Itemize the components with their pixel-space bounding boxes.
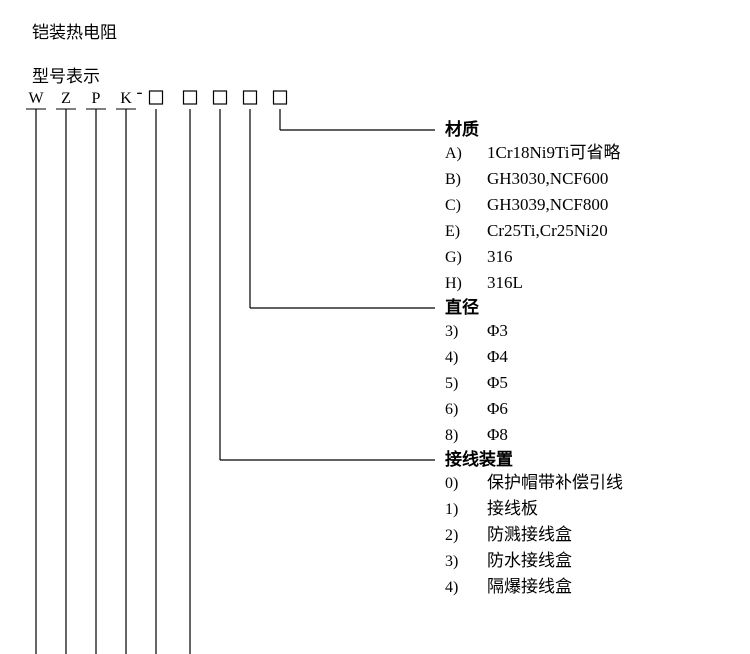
item-key: G) — [445, 249, 462, 266]
code-box — [184, 91, 197, 104]
code-box — [150, 91, 163, 104]
item-key: H) — [445, 275, 462, 292]
item-val: 防水接线盒 — [487, 551, 572, 570]
item-val: 接线板 — [487, 499, 538, 518]
group-title: 接线装置 — [445, 449, 513, 469]
item-val: 保护帽带补偿引线 — [487, 473, 623, 492]
item-val: Cr25Ti,Cr25Ni20 — [487, 221, 608, 240]
code-box — [274, 91, 287, 104]
item-val: 1Cr18Ni9Ti可省略 — [487, 143, 621, 162]
item-key: 3) — [445, 323, 458, 340]
item-val: GH3039,NCF800 — [487, 195, 608, 214]
item-val: 316L — [487, 273, 523, 292]
item-val: Φ8 — [487, 425, 508, 444]
code-letter: P — [92, 90, 101, 107]
code-letter: W — [28, 90, 44, 107]
code-letter: K — [120, 90, 132, 107]
item-key: 6) — [445, 401, 458, 418]
code-box — [214, 91, 227, 104]
item-val: Φ4 — [487, 347, 508, 366]
item-key: 5) — [445, 375, 458, 392]
item-val: 316 — [487, 247, 513, 266]
item-val: Φ5 — [487, 373, 508, 392]
item-key: 8) — [445, 427, 458, 444]
item-key: 4) — [445, 579, 458, 596]
page-subtitle: 型号表示 — [32, 67, 100, 86]
item-key: 0) — [445, 475, 458, 492]
item-val: 防溅接线盒 — [487, 525, 572, 544]
item-key: 3) — [445, 553, 458, 570]
item-val: GH3030,NCF600 — [487, 169, 608, 188]
item-val: Φ3 — [487, 321, 508, 340]
item-key: C) — [445, 197, 461, 214]
code-letter: Z — [61, 90, 71, 107]
page-title: 铠装热电阻 — [32, 23, 117, 42]
group-title: 直径 — [445, 297, 479, 317]
item-key: 1) — [445, 501, 458, 518]
item-key: B) — [445, 171, 461, 188]
item-val: Φ6 — [487, 399, 508, 418]
code-box — [244, 91, 257, 104]
item-key: E) — [445, 223, 460, 240]
code-dash: - — [137, 82, 143, 102]
item-val: 隔爆接线盒 — [487, 577, 572, 596]
item-key: 2) — [445, 527, 458, 544]
item-key: 4) — [445, 349, 458, 366]
group-title: 材质 — [445, 119, 479, 139]
item-key: A) — [445, 145, 462, 162]
